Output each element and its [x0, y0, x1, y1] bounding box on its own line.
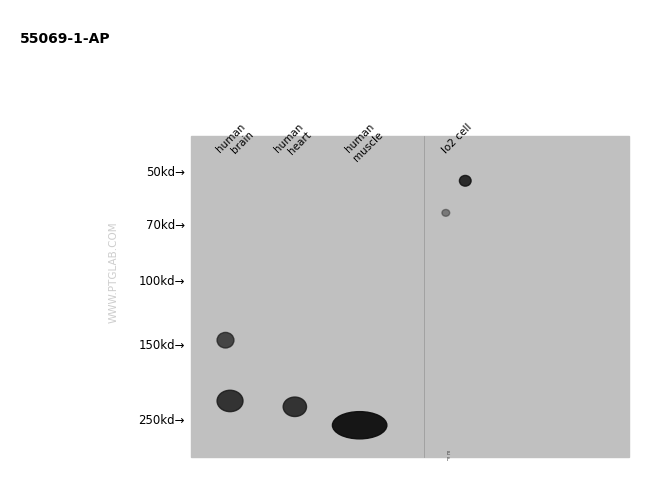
Ellipse shape — [442, 209, 450, 216]
Ellipse shape — [217, 332, 234, 348]
Text: 50kd→: 50kd→ — [146, 166, 185, 179]
Text: 150kd→: 150kd→ — [138, 339, 185, 351]
Text: E
F: E F — [446, 451, 450, 462]
Ellipse shape — [217, 390, 243, 412]
Text: 70kd→: 70kd→ — [146, 220, 185, 232]
Text: human
muscle: human muscle — [343, 122, 385, 163]
Ellipse shape — [459, 175, 471, 186]
Text: human
brain: human brain — [214, 122, 255, 162]
Text: lo2 cell: lo2 cell — [440, 122, 474, 155]
Text: 55069-1-AP: 55069-1-AP — [19, 32, 110, 46]
Ellipse shape — [283, 397, 307, 417]
Text: WWW.PTGLAB.COM: WWW.PTGLAB.COM — [108, 221, 119, 323]
Text: human
heart: human heart — [272, 122, 314, 162]
Text: 250kd→: 250kd→ — [138, 414, 185, 427]
Text: 100kd→: 100kd→ — [138, 276, 185, 288]
Ellipse shape — [332, 412, 387, 439]
Bar — [191, 136, 629, 457]
